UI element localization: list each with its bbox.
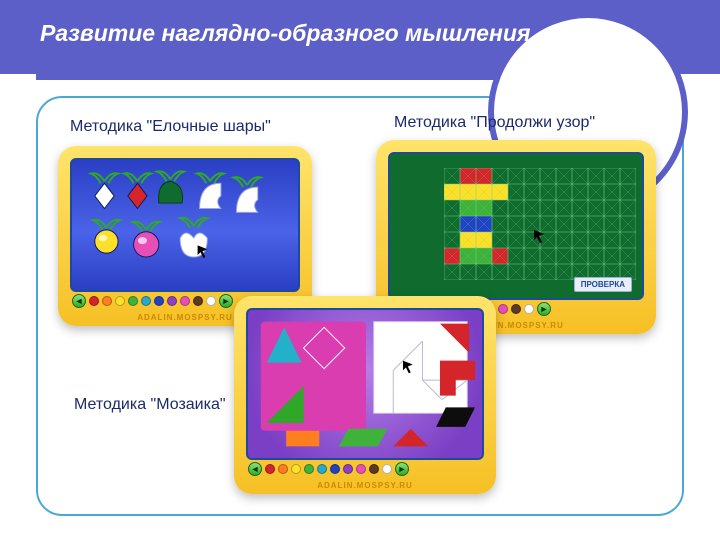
palette-dot[interactable]: [330, 464, 340, 474]
app3-palette-row: ◄►: [248, 462, 409, 476]
nav-next-icon[interactable]: ►: [537, 302, 551, 316]
caption-app1: Методика "Елочные шары": [70, 118, 271, 136]
app3-screen: [246, 308, 484, 460]
palette-dot[interactable]: [89, 296, 99, 306]
app1-canvas: [72, 160, 298, 290]
caption-app3: Методика "Мозаика": [74, 396, 226, 414]
palette-dot[interactable]: [317, 464, 327, 474]
app-mosaic[interactable]: ◄► ADALIN.MOSPSY.RU: [234, 296, 496, 494]
app3-footer: ADALIN.MOSPSY.RU: [234, 481, 496, 490]
header-underline: [0, 74, 720, 80]
palette-dot[interactable]: [498, 304, 508, 314]
palette-dot[interactable]: [278, 464, 288, 474]
palette-dot[interactable]: [524, 304, 534, 314]
palette-dot[interactable]: [115, 296, 125, 306]
palette-dot[interactable]: [369, 464, 379, 474]
page-title: Развитие наглядно-образного мышления: [40, 20, 530, 47]
palette-dot[interactable]: [291, 464, 301, 474]
palette-dot[interactable]: [356, 464, 366, 474]
app3-canvas: [248, 310, 482, 458]
palette-dot[interactable]: [102, 296, 112, 306]
app1-screen: [70, 158, 300, 292]
check-button[interactable]: ПРОВЕРКА: [574, 277, 632, 292]
underline-bar: [36, 74, 506, 80]
palette-dot[interactable]: [141, 296, 151, 306]
palette-dot[interactable]: [206, 296, 216, 306]
nav-prev-icon[interactable]: ◄: [248, 462, 262, 476]
palette-dot[interactable]: [128, 296, 138, 306]
palette-dot[interactable]: [511, 304, 521, 314]
nav-prev-icon[interactable]: ◄: [72, 294, 86, 308]
app1-palette-row: ◄►: [72, 294, 233, 308]
palette-dot[interactable]: [304, 464, 314, 474]
app2-grid: [444, 168, 634, 278]
nav-next-icon[interactable]: ►: [395, 462, 409, 476]
app2-screen: ПРОВЕРКА: [388, 152, 644, 300]
nav-next-icon[interactable]: ►: [219, 294, 233, 308]
palette-dot[interactable]: [180, 296, 190, 306]
palette-dot[interactable]: [343, 464, 353, 474]
palette-dot[interactable]: [193, 296, 203, 306]
palette-dot[interactable]: [167, 296, 177, 306]
palette-dot[interactable]: [382, 464, 392, 474]
palette-dot[interactable]: [265, 464, 275, 474]
app2-canvas: [444, 168, 636, 280]
palette-dot[interactable]: [154, 296, 164, 306]
caption-app2: Методика "Продолжи узор": [394, 114, 595, 132]
